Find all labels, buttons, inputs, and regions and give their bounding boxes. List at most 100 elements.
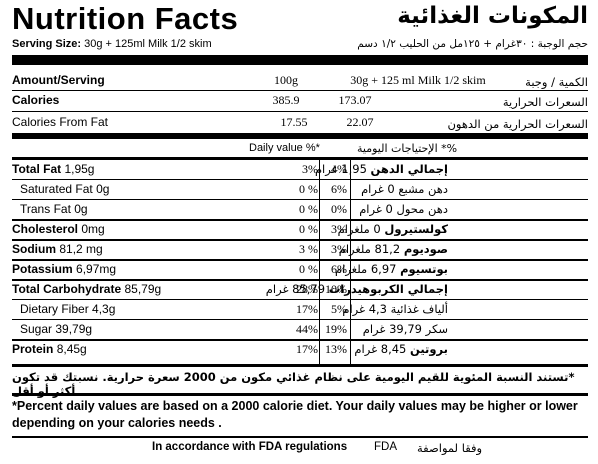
nutrient-dv-100g: 0 %	[299, 202, 318, 216]
nutrient-dv-serving: 4%	[331, 162, 347, 176]
nutrient-arabic: سكر 39,79 غرام	[363, 322, 448, 336]
column-divider	[319, 160, 320, 364]
nutrient-arabic: دهن محول 0 غرام	[359, 202, 448, 216]
nutrient-arabic-amount: 8,45 غرام	[354, 342, 407, 356]
nutrient-dv-serving: 19%	[325, 322, 347, 336]
nutrient-dv-serving: 6%	[331, 262, 347, 276]
amount-header-label: Amount/Serving	[12, 73, 105, 87]
calories-fat-arabic: السعرات الحرارية من الدهون	[447, 117, 588, 131]
nutrient-arabic-amount: 1,95 غرام	[314, 162, 367, 176]
nutrient-label: Trans Fat 0g	[20, 202, 88, 216]
nutrient-arabic-name: ألياف غذائية	[390, 302, 448, 316]
serving-size-english: Serving Size: 30g + 125ml Milk 1/2 skim	[12, 38, 212, 50]
nutrient-label: Cholesterol 0mg	[12, 222, 105, 236]
row-divider	[12, 259, 588, 261]
nutrient-dv-100g: 44%	[296, 322, 318, 336]
nutrient-dv-serving: 10%	[325, 282, 347, 296]
nutrient-name: Trans Fat	[20, 202, 71, 216]
title-english: Nutrition Facts	[12, 1, 239, 36]
nutrient-dv-100g: 17%	[296, 342, 318, 356]
row-divider	[12, 279, 588, 281]
nutrient-amount: 85,79g	[124, 282, 162, 296]
row-divider	[12, 299, 588, 300]
nutrient-arabic: صوديوم 81,2 ملغرام	[339, 242, 448, 256]
nutrient-row: Total Carbohydrate 85,79g 28% 10% إجمالي ال…	[12, 280, 588, 299]
nutrient-arabic: بروتين 8,45 غرام	[354, 342, 448, 356]
nutrient-amount: 6,97mg	[76, 262, 117, 276]
serving-size-label: Serving Size:	[12, 38, 82, 50]
nutrient-arabic-amount: 0 ملغرام	[337, 222, 381, 236]
footnote-arabic: *تستند النسبة المئوية للقيم اليومية على …	[12, 370, 588, 398]
divider-thick	[12, 55, 588, 65]
daily-value-label: Daily value %*	[249, 142, 320, 154]
nutrient-dv-serving: 0%	[331, 202, 347, 216]
nutrient-arabic-amount: 6,97 ملغرام	[335, 262, 397, 276]
nutrient-row: Sodium 81,2 mg 3 % 3% صوديوم 81,2 ملغرام	[12, 240, 588, 259]
nutrient-name: Total Fat	[12, 162, 62, 176]
amount-header-row: Amount/Serving 100g 30g + 125 ml Milk 1/…	[12, 73, 588, 89]
nutrient-row: Dietary Fiber 4,3g 17% 5% ألياف غذائية 4,3 …	[12, 300, 588, 319]
row-divider	[12, 199, 588, 200]
footnote-english: *Percent daily values are based on a 200…	[12, 399, 578, 430]
nutrient-label: Protein 8,45g	[12, 342, 87, 356]
calories-value-serving: 173.07	[338, 93, 372, 107]
nutrient-amount: 4,3g	[92, 302, 116, 316]
nutrient-label: Dietary Fiber 4,3g	[20, 302, 115, 316]
fda-english: In accordance with FDA regulations	[152, 441, 348, 453]
nutrient-amount: 81,2 mg	[59, 242, 103, 256]
calories-arabic: السعرات الحرارية	[502, 95, 588, 109]
row-divider	[12, 319, 588, 320]
col2-header: 30g + 125 ml Milk 1/2 skim	[350, 73, 486, 87]
nutrient-arabic-name: كولستيرول	[384, 222, 448, 236]
calories-fat-value-100g: 17.55	[280, 115, 308, 129]
nutrient-dv-serving: 5%	[331, 302, 347, 316]
nutrient-row: Potassium 6,97mg 0 % 6% بوتسيوم 6,97 ملغرام	[12, 260, 588, 279]
nutrient-dv-100g: 0 %	[299, 262, 318, 276]
nutrient-label: Saturated Fat 0g	[20, 182, 109, 196]
nutrient-arabic-amount: 85,79 غرام	[265, 282, 326, 296]
nutrient-dv-100g: 0 %	[299, 222, 318, 236]
nutrient-row: Sugar 39,79g 44% 19% سكر 39,79 غرام	[12, 320, 588, 339]
nutrient-row: Total Fat 1,95g 3% 4% إجمالي الدهن 1,95 غرا…	[12, 160, 588, 179]
nutrient-arabic: بوتسيوم 6,97 ملغرام	[335, 262, 448, 276]
nutrient-dv-100g: 0 %	[299, 182, 318, 196]
nutrient-arabic-name: دهن مشبع	[398, 182, 448, 196]
daily-value-arabic: %* الإحتياجات اليومية	[357, 142, 458, 155]
nutrient-arabic: دهن مشبع 0 غرام	[361, 182, 448, 196]
nutrient-amount: 39,79g	[55, 322, 93, 336]
calories-fat-value-serving: 22.07	[346, 115, 374, 129]
nutrient-name: Dietary Fiber	[20, 302, 89, 316]
divider-thick	[12, 393, 588, 396]
nutrient-amount: 0g	[74, 202, 88, 216]
nutrient-arabic-name: بوتسيوم	[400, 262, 448, 276]
nutrient-amount: 0g	[96, 182, 110, 196]
serving-size-arabic: حجم الوجبة : ٣٠غرام + ١٢٥مل من الحليب ١/…	[357, 38, 588, 50]
nutrient-arabic: كولستيرول 0 ملغرام	[338, 222, 448, 236]
nutrient-dv-serving: 3%	[331, 222, 347, 236]
nutrient-arabic-amount: 0 غرام	[359, 202, 393, 216]
nutrient-dv-100g: 17%	[296, 302, 318, 316]
nutrient-row: Trans Fat 0g 0 % 0% دهن محول 0 غرام	[12, 200, 588, 219]
divider	[12, 111, 588, 112]
nutrient-dv-serving: 13%	[325, 342, 347, 356]
column-divider	[350, 160, 351, 364]
row-divider	[12, 339, 588, 341]
row-divider	[12, 239, 588, 241]
calories-label: Calories	[12, 93, 60, 107]
divider	[12, 90, 588, 91]
nutrient-label: Total Fat 1,95g	[12, 162, 94, 176]
nutrient-arabic-amount: 39,79 غرام	[362, 322, 422, 336]
nutrient-row: Protein 8,45g 17% 13% بروتين 8,45 غرام	[12, 340, 588, 359]
nutrient-arabic-amount: 0 غرام	[361, 182, 395, 196]
calories-fat-row: Calories From Fat 17.55 22.07 السعرات ال…	[12, 115, 588, 131]
nutrient-dv-serving: 6%	[331, 182, 347, 196]
divider-thick	[12, 157, 588, 160]
nutrient-arabic: إجمالي الكربوهيدرات 85,79 غرام	[266, 282, 448, 296]
nutrient-arabic-name: صوديوم	[403, 242, 448, 256]
nutrient-dv-100g: 28%	[296, 282, 318, 296]
nutrient-name: Saturated Fat	[20, 182, 93, 196]
row-divider	[12, 179, 588, 180]
nutrient-row: Saturated Fat 0g 0 % 6% دهن مشبع 0 غرام	[12, 180, 588, 199]
nutrient-name: Sugar	[20, 322, 53, 336]
